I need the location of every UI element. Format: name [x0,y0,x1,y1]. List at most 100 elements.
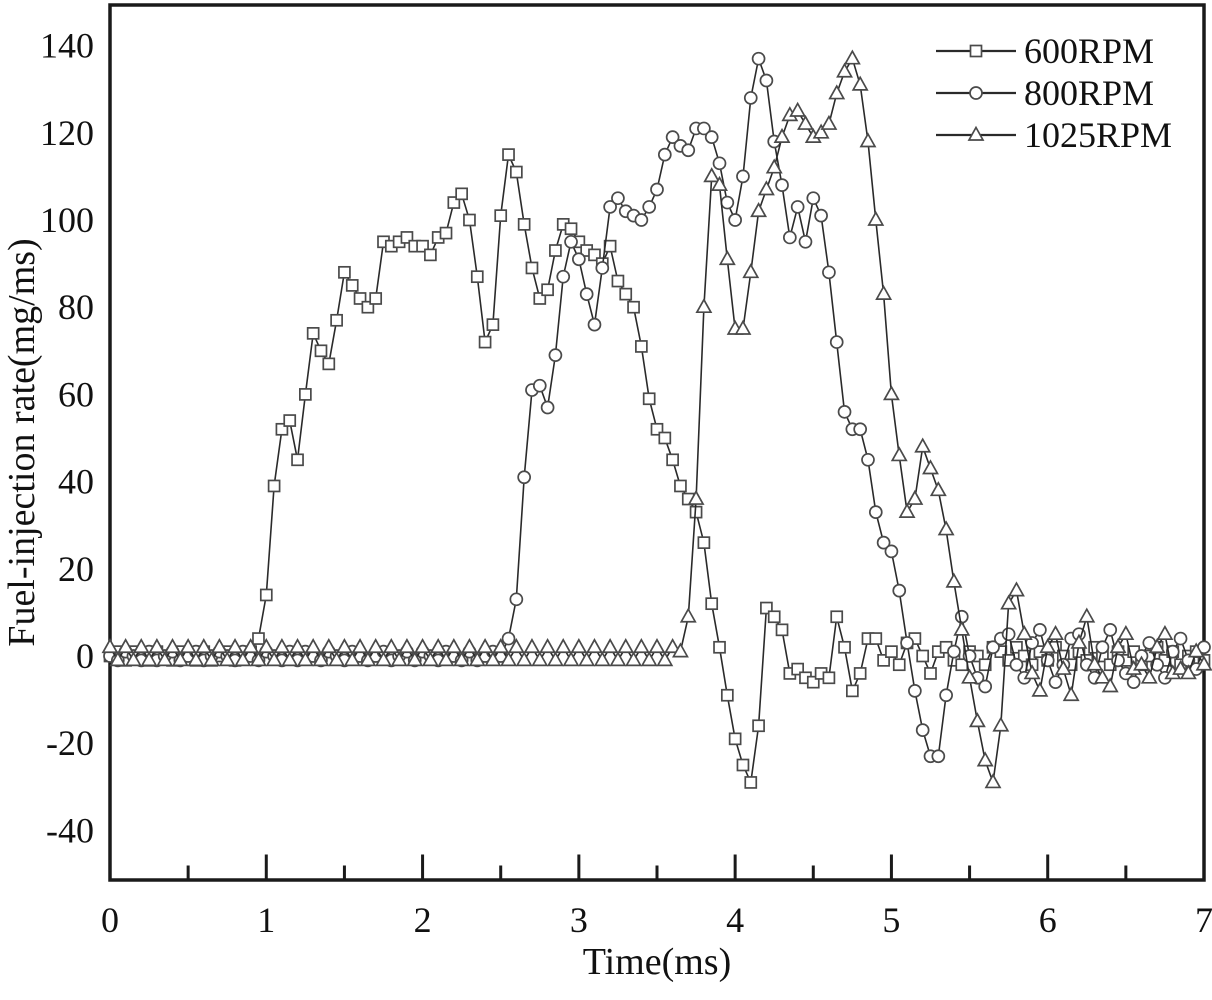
square-marker [447,196,461,209]
triangle-marker [812,123,830,139]
triangle-marker [1156,624,1174,641]
triangle-marker [1015,624,1033,641]
triangle-marker [711,175,728,191]
circle-marker [564,234,578,249]
legend-label: 1025RPM [1024,115,1172,155]
x-tick-label: 6 [1039,900,1057,940]
circle-marker [868,505,883,519]
circle-marker [782,230,797,245]
x-axis-tick-labels: 0 1 2 3 4 5 6 7 [101,900,1212,940]
legend-item-600rpm: 600RPM [936,31,1154,71]
x-tick-label: 5 [882,900,900,940]
square-marker [697,536,711,549]
circle-marker [665,130,680,145]
triangle-marker [171,651,189,667]
circle-marker [986,640,1000,655]
square-marker [509,165,523,179]
triangle-marker [797,114,814,130]
square-marker [705,597,719,611]
triangle-marker [734,319,752,335]
square-marker [846,684,859,698]
circle-marker [603,200,617,214]
triangle-marker [1133,655,1150,671]
square-marker [744,776,758,789]
triangle-marker [570,638,588,654]
triangle-marker [765,158,783,174]
triangle-marker [1008,581,1025,597]
triangle-marker [328,651,346,667]
circle-marker [1103,622,1118,637]
triangle-marker [515,651,533,667]
circle-marker [572,252,586,267]
square-marker [978,658,992,672]
square-marker [635,340,648,353]
circle-marker [900,636,914,650]
square-marker [486,318,500,331]
triangle-marker [1000,594,1018,610]
triangle-marker [234,651,252,667]
triangle-marker [117,638,135,654]
triangle-marker [265,651,283,667]
square-marker [627,300,640,314]
square-marker [541,283,554,297]
square-marker [1010,640,1023,654]
triangle-marker [976,751,994,767]
triangle-marker [1062,686,1080,702]
circle-marker [969,86,983,100]
circle-marker [1173,631,1188,646]
x-axis-title: Time(ms) [583,941,732,983]
triangle-marker [226,638,244,654]
triangle-marker [351,638,369,654]
square-marker [455,187,468,201]
triangle-marker [132,638,150,654]
triangle-marker [164,638,181,654]
square-marker [728,732,742,746]
circle-marker [1001,627,1016,642]
triangle-marker [429,638,447,654]
circle-marker [814,208,828,223]
square-marker [853,667,867,680]
square-marker [252,632,265,645]
triangle-marker [1039,638,1057,654]
square-marker [549,244,562,257]
circle-marker [704,130,719,145]
triangle-marker [695,297,713,314]
square-marker [533,292,547,305]
triangle-marker [148,638,166,654]
triangle-marker [953,620,971,636]
square-marker [463,213,476,227]
square-marker [322,357,336,371]
triangle-marker [617,638,635,654]
legend-label: 600RPM [1024,31,1154,71]
square-marker [791,662,805,676]
circle-marker [1095,640,1110,655]
x-tick-label: 4 [726,900,744,940]
square-marker [361,300,375,314]
circle-marker [540,400,555,415]
square-marker [353,292,367,305]
triangle-marker [906,489,924,505]
triangle-marker [703,167,721,183]
triangle-marker [421,651,439,667]
square-marker [822,671,836,685]
circle-marker [650,182,664,197]
square-marker [666,453,679,467]
triangle-marker [586,638,603,654]
square-marker [259,588,273,602]
x-axis-ticks [186,854,1128,879]
triangle-marker [562,651,580,667]
circle-marker [751,51,766,66]
triangle-marker [671,642,689,658]
circle-marker [657,147,672,162]
circle-marker [822,265,836,280]
x-tick-label: 0 [101,900,119,940]
triangle-marker [461,638,478,654]
legend-item-1025rpm: 1025RPM [936,115,1172,155]
triangle-marker [156,651,174,667]
triangle-marker [1093,668,1111,684]
triangle-marker [664,638,682,654]
circle-marker [681,143,696,158]
square-marker [424,248,437,262]
square-marker [611,274,625,288]
